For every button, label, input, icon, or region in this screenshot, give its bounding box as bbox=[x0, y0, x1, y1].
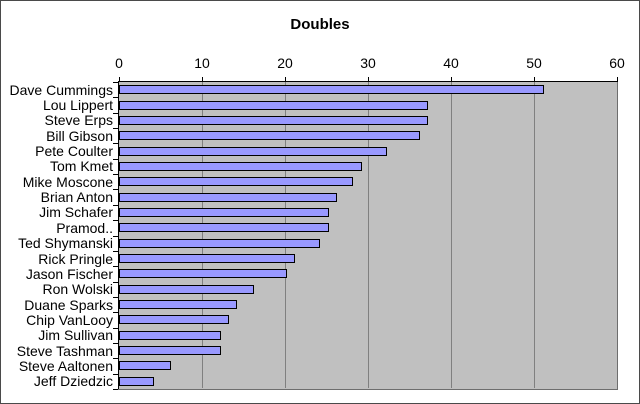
chart-title: Doubles bbox=[290, 16, 350, 33]
category-label: Pete Coulter bbox=[35, 143, 113, 159]
x-axis-tick-label: 60 bbox=[609, 55, 625, 71]
bar bbox=[119, 193, 337, 202]
bar bbox=[119, 346, 221, 355]
x-axis-tick bbox=[285, 77, 286, 82]
x-gridline bbox=[285, 82, 286, 388]
category-label: Brian Anton bbox=[40, 189, 113, 205]
category-label: Tom Kmet bbox=[49, 158, 113, 174]
y-axis-tick bbox=[113, 328, 118, 329]
category-label: Jason Fischer bbox=[25, 266, 113, 282]
bar bbox=[119, 101, 428, 110]
y-axis-tick bbox=[113, 251, 118, 252]
x-gridline bbox=[368, 82, 369, 388]
category-label: Pramod.. bbox=[56, 220, 113, 236]
bar bbox=[119, 131, 420, 140]
y-axis-tick bbox=[113, 205, 118, 206]
y-axis-tick bbox=[113, 266, 118, 267]
x-axis-tick-label: 50 bbox=[526, 55, 542, 71]
x-gridline bbox=[534, 82, 535, 388]
bar bbox=[119, 239, 320, 248]
x-gridline bbox=[451, 82, 452, 388]
bar bbox=[119, 223, 329, 232]
bar bbox=[119, 377, 154, 386]
y-axis-tick bbox=[113, 343, 118, 344]
bar bbox=[119, 147, 387, 156]
category-label: Steve Aaltonen bbox=[18, 358, 113, 374]
y-axis-tick bbox=[113, 143, 118, 144]
y-axis-tick bbox=[113, 358, 118, 359]
category-label: Ron Wolski bbox=[42, 281, 113, 297]
y-axis-tick bbox=[113, 297, 118, 298]
y-axis-tick bbox=[113, 97, 118, 98]
bar bbox=[119, 285, 254, 294]
category-label: Steve Tashman bbox=[16, 343, 113, 359]
category-label: Bill Gibson bbox=[46, 128, 113, 144]
y-axis-tick bbox=[113, 389, 118, 390]
bar bbox=[119, 254, 295, 263]
y-axis-tick bbox=[113, 82, 118, 83]
y-axis-tick bbox=[113, 312, 118, 313]
y-axis-tick bbox=[113, 128, 118, 129]
x-gridline bbox=[202, 82, 203, 388]
x-axis-tick-label: 0 bbox=[115, 55, 123, 71]
y-axis-tick bbox=[113, 282, 118, 283]
bar bbox=[119, 177, 353, 186]
category-label: Mike Moscone bbox=[22, 174, 113, 190]
category-label: Jim Schafer bbox=[39, 204, 113, 220]
bar bbox=[119, 208, 329, 217]
y-axis-tick bbox=[113, 236, 118, 237]
bar bbox=[119, 361, 171, 370]
x-axis-tick bbox=[119, 77, 120, 82]
category-label: Ted Shymanski bbox=[18, 235, 113, 251]
y-axis-line bbox=[118, 81, 119, 389]
bar bbox=[119, 300, 237, 309]
x-axis-tick bbox=[451, 77, 452, 82]
y-axis-tick bbox=[113, 374, 118, 375]
y-axis-tick bbox=[113, 174, 118, 175]
x-axis-tick bbox=[202, 77, 203, 82]
x-axis-tick bbox=[368, 77, 369, 82]
y-axis-tick bbox=[113, 113, 118, 114]
bar bbox=[119, 331, 221, 340]
category-label: Steve Erps bbox=[44, 112, 113, 128]
x-axis-tick bbox=[534, 77, 535, 82]
x-axis-tick-label: 20 bbox=[277, 55, 293, 71]
y-axis-tick bbox=[113, 159, 118, 160]
bar bbox=[119, 315, 229, 324]
category-label: Rick Pringle bbox=[38, 251, 113, 267]
bar bbox=[119, 85, 544, 94]
y-axis-tick bbox=[113, 220, 118, 221]
bar bbox=[119, 116, 428, 125]
bar bbox=[119, 269, 287, 278]
x-axis-tick-label: 10 bbox=[194, 55, 210, 71]
x-axis-tick bbox=[617, 77, 618, 82]
category-label: Jeff Dziedzic bbox=[33, 373, 113, 389]
category-label: Dave Cummings bbox=[9, 82, 113, 98]
category-label: Lou Lippert bbox=[42, 97, 113, 113]
bar bbox=[119, 162, 362, 171]
category-label: Jim Sullivan bbox=[38, 327, 113, 343]
category-label: Chip VanLooy bbox=[26, 312, 113, 328]
x-axis-tick-label: 30 bbox=[360, 55, 376, 71]
x-axis-tick-label: 40 bbox=[443, 55, 459, 71]
category-label: Duane Sparks bbox=[24, 297, 113, 313]
y-axis-tick bbox=[113, 189, 118, 190]
